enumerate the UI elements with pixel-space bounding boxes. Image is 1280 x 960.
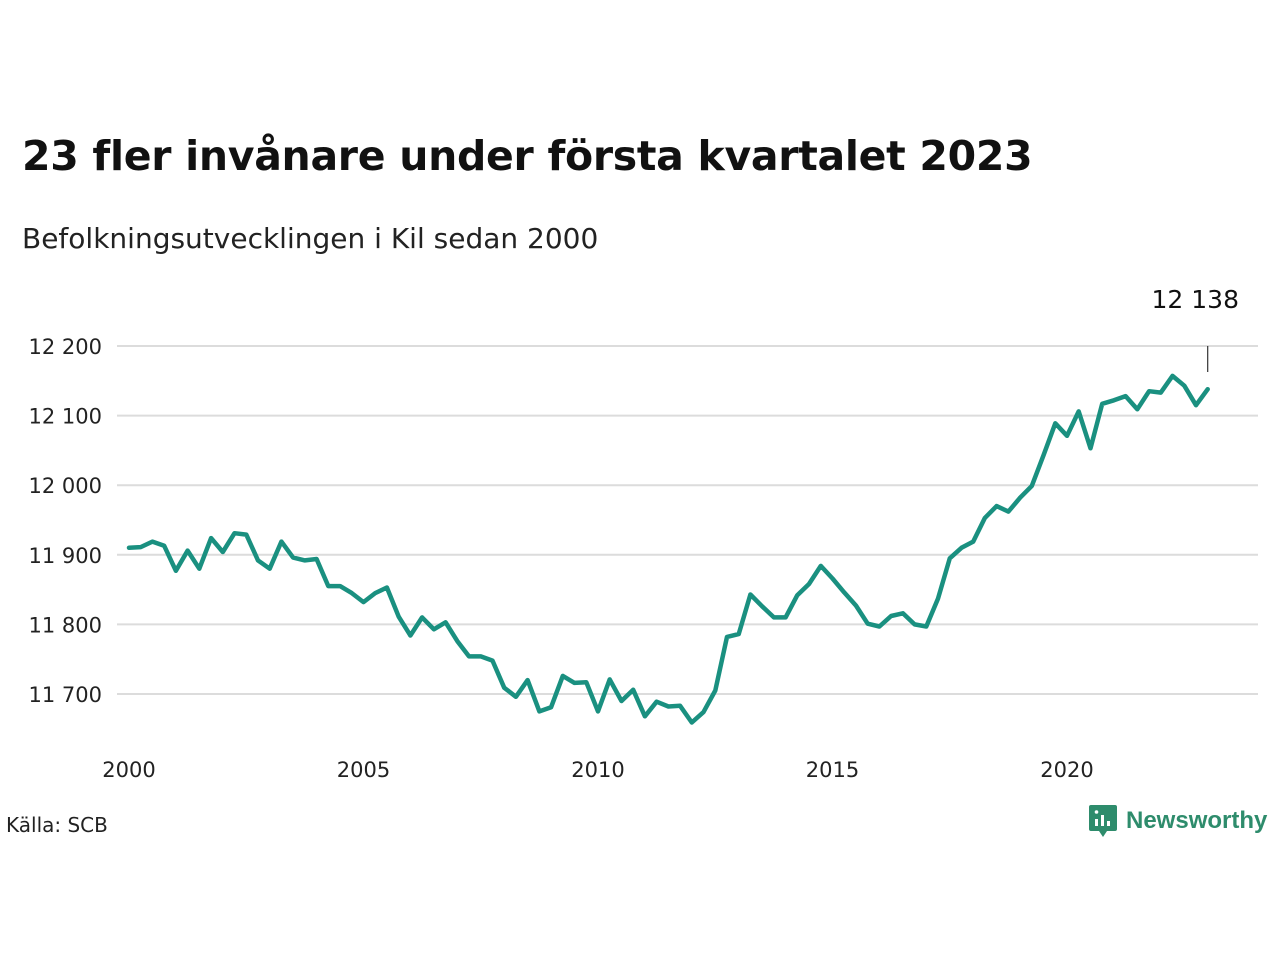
y-tick-label: 12 100 [29,405,102,429]
x-tick-label: 2015 [806,758,859,782]
series-group [126,373,1210,725]
series-line [126,373,1210,725]
x-tick-label: 2000 [102,758,155,782]
y-tick-label: 12 200 [29,335,102,359]
y-tick-label: 11 900 [29,544,102,568]
x-tick-label: 2005 [337,758,390,782]
x-tick-label: 2020 [1040,758,1093,782]
brand-name: Newsworthy [1126,807,1268,834]
source-note: Källa: SCB [6,813,108,837]
x-axis-ticks: 2000 2005 2010 2015 2020 [102,758,1093,782]
y-axis-ticks: 11 700 11 800 11 900 12 000 12 100 12 200 [29,335,102,707]
gridlines [117,345,1258,695]
chart-title: 23 fler invånare under första kvartalet … [22,132,1033,180]
end-annotation: 12 138 [1152,285,1239,372]
y-tick-label: 12 000 [29,474,102,498]
chart-subtitle: Befolkningsutvecklingen i Kil sedan 2000 [22,222,599,255]
y-tick-label: 11 700 [29,683,102,707]
end-value-label: 12 138 [1152,285,1239,314]
x-tick-label: 2010 [571,758,624,782]
newsworthy-logo-icon [1089,805,1117,837]
y-tick-label: 11 800 [29,613,102,637]
brand-logo: Newsworthy [1088,804,1267,838]
